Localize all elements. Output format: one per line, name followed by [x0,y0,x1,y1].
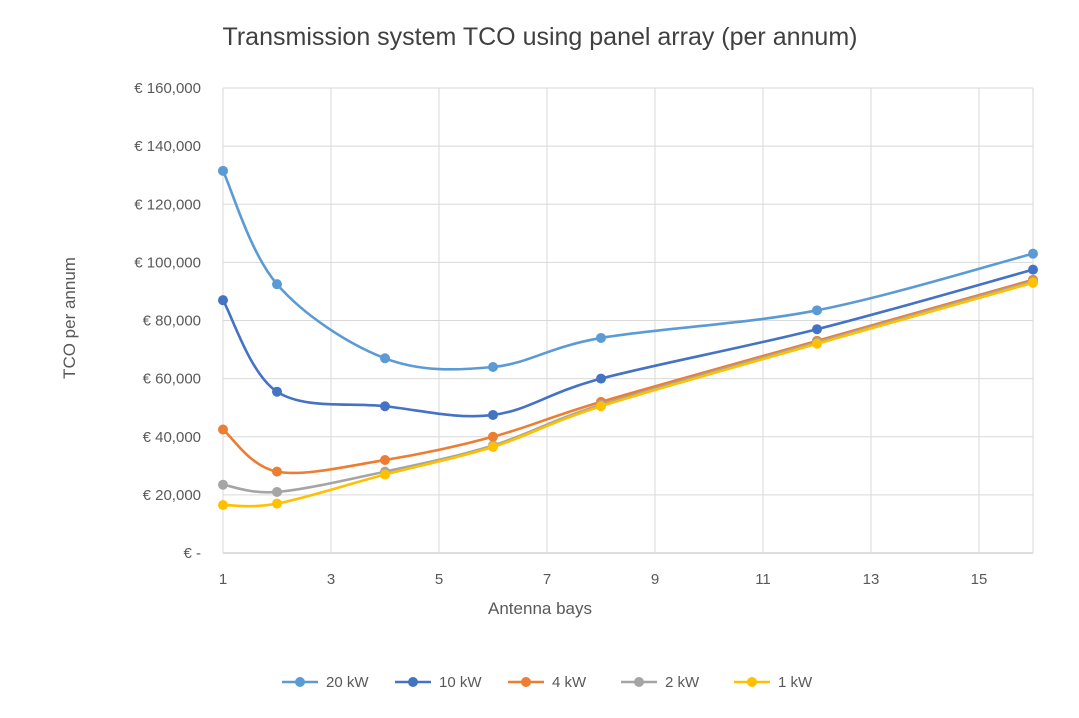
legend-item-4-kw: 4 kW [508,674,587,691]
legend-label-2-kw: 2 kW [665,674,700,691]
y-tick-label: € 120,000 [134,196,201,213]
series-10-kw [218,264,1038,420]
grid-layer [222,87,1034,554]
legend-item-20-kw: 20 kW [282,674,369,691]
y-tick-label: € 60,000 [143,371,201,388]
data-point-10-kw [488,409,498,420]
legend-marker-1-kw [747,677,757,687]
data-point-2-kw [218,479,228,490]
data-point-20-kw [488,362,498,372]
series-20-kw [218,165,1038,372]
legend-item-1-kw: 1 kW [734,674,813,691]
data-point-10-kw [272,386,282,397]
y-axis-ticks: € - € 20,000 € 40,000 € 60,000 € 80,000 € 100… [134,80,201,562]
data-point-4-kw [218,424,228,435]
data-point-1-kw [596,401,606,412]
x-tick-label: 11 [755,571,771,588]
data-point-10-kw [812,324,822,335]
legend-marker-20-kw [295,677,305,687]
data-point-1-kw [812,338,822,349]
series-2-kw [218,276,1038,497]
data-point-1-kw [218,500,228,511]
series-line-1-kw [221,281,1035,508]
x-axis-ticks: 1 3 5 7 9 11 13 15 [219,571,988,588]
y-tick-label: € 140,000 [134,138,201,155]
data-point-10-kw [380,401,390,412]
data-point-1-kw [272,498,282,509]
y-axis-label: TCO per annum [60,257,79,379]
x-tick-label: 15 [971,571,988,588]
data-point-20-kw [380,353,390,364]
data-point-10-kw [218,295,228,306]
legend-label-1-kw: 1 kW [778,674,813,691]
legend-item-10-kw: 10 kW [395,674,482,691]
series-line-4-kw [221,278,1035,475]
x-tick-label: 3 [327,571,335,588]
series-4-kw [218,274,1038,477]
data-point-10-kw [596,373,606,384]
data-point-20-kw [218,165,228,176]
y-tick-label: € 80,000 [143,313,201,330]
data-point-1-kw [488,441,498,452]
y-tick-label: € 160,000 [134,80,201,97]
series-line-20-kw [221,169,1035,371]
data-point-4-kw [488,431,498,442]
series-1-kw [218,277,1038,511]
data-point-4-kw [380,455,390,465]
data-point-1-kw [380,469,390,480]
legend: 20 kW 10 kW 4 kW 2 kW 1 kW [282,674,813,691]
legend-label-4-kw: 4 kW [552,674,587,691]
y-tick-label: € 100,000 [134,254,201,271]
chart-title: Transmission system TCO using panel arra… [223,23,858,51]
legend-marker-2-kw [634,677,644,687]
legend-marker-4-kw [521,677,531,687]
x-tick-label: 5 [435,571,443,588]
legend-label-20-kw: 20 kW [326,674,369,691]
data-point-20-kw [1028,248,1038,259]
y-tick-label: € 20,000 [143,487,201,504]
data-point-20-kw [272,279,282,290]
data-point-4-kw [272,466,282,477]
y-tick-label: € 40,000 [143,429,201,446]
x-tick-label: 7 [543,571,551,588]
legend-label-10-kw: 10 kW [439,674,482,691]
x-tick-label: 9 [651,571,659,588]
y-tick-label: € - [183,545,201,562]
data-point-2-kw [272,486,282,497]
data-point-20-kw [596,332,606,343]
legend-item-2-kw: 2 kW [621,674,700,691]
data-point-1-kw [1028,277,1038,288]
legend-marker-10-kw [408,677,418,687]
x-tick-label: 13 [863,571,880,588]
x-axis-label: Antenna bays [488,599,592,618]
series-layer [218,165,1038,511]
data-point-20-kw [812,305,822,316]
data-point-10-kw [1028,264,1038,275]
x-tick-label: 1 [219,571,227,588]
